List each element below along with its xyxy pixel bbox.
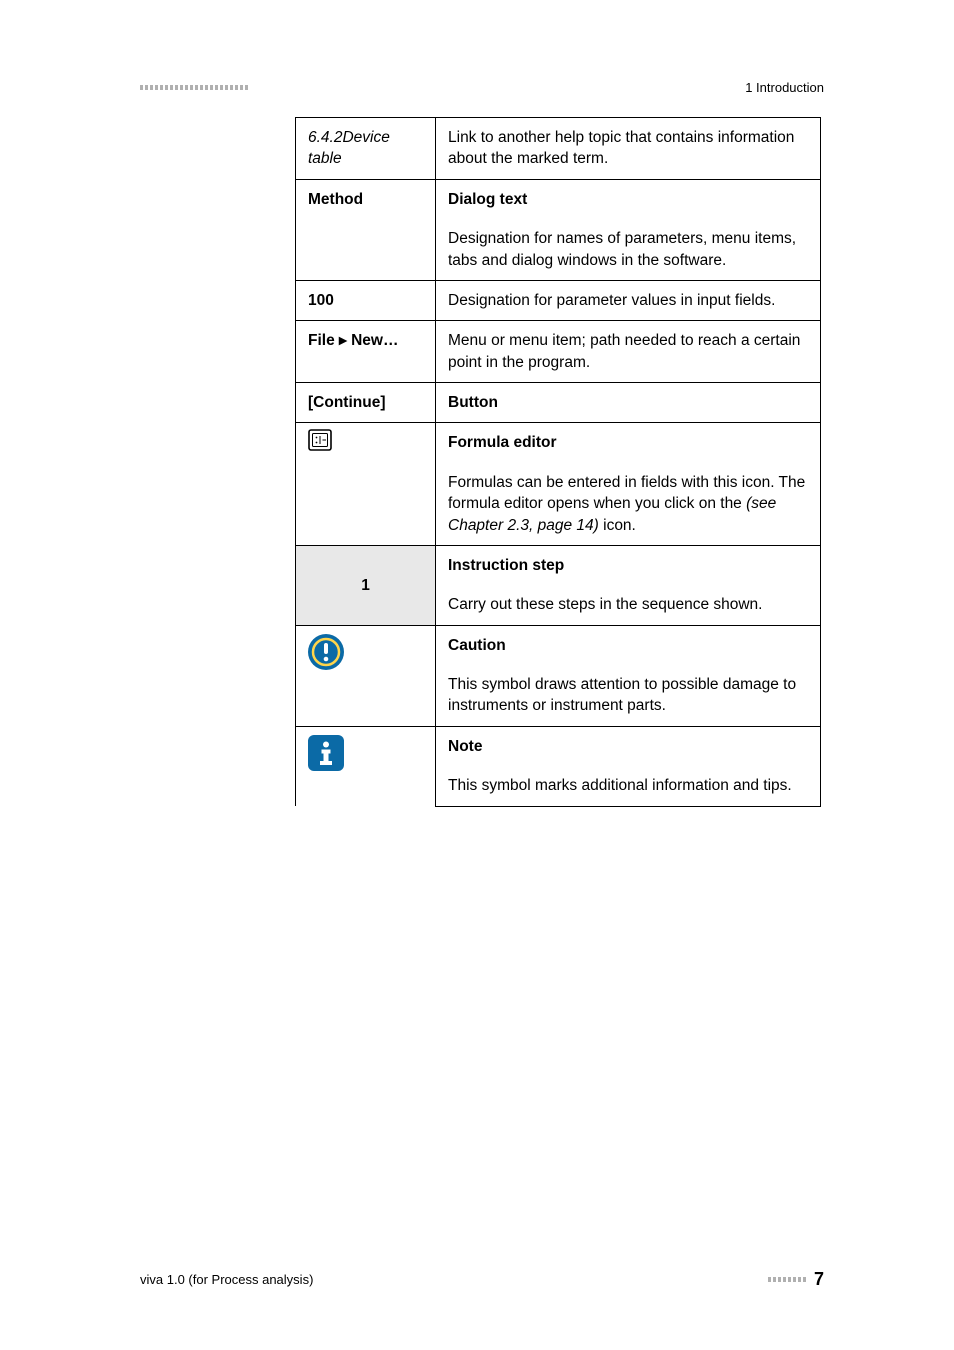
formula-body-post: icon. (599, 517, 636, 534)
cell-right-file-new-desc: Menu or menu item; path needed to reach … (436, 321, 821, 383)
cell-left-note-icon (296, 726, 436, 806)
cell-right-note-title: Note (436, 726, 821, 766)
cell-right-dialog-body: Designation for names of parameters, men… (436, 219, 821, 280)
note-icon (308, 735, 344, 771)
header-section-title: 1 Introduction (745, 80, 824, 95)
caution-icon (308, 634, 344, 670)
cell-left-100: 100 (296, 280, 436, 320)
dash (145, 85, 148, 90)
page-footer: viva 1.0 (for Process analysis) 7 (140, 1269, 824, 1290)
page-header: 1 Introduction (140, 80, 824, 95)
dash (235, 85, 238, 90)
table-row: Method Dialog text (296, 179, 821, 219)
cell-right-caution-title: Caution (436, 625, 821, 665)
cell-left-continue: [Continue] (296, 383, 436, 423)
dash (160, 85, 163, 90)
conventions-table: 6.4.2Device table Link to another help t… (295, 117, 821, 807)
cell-right-formula-title: Formula editor (436, 423, 821, 463)
cell-right-formula-body: Formulas can be entered in fields with t… (436, 463, 821, 546)
conventions-table-wrap: 6.4.2Device table Link to another help t… (295, 117, 824, 807)
dash (195, 85, 198, 90)
table-row: Note (296, 726, 821, 766)
dash (200, 85, 203, 90)
table-row: Caution (296, 625, 821, 665)
header-dashes-left (140, 85, 248, 90)
table-row: 1 Instruction step (296, 545, 821, 585)
dash (150, 85, 153, 90)
dash (245, 85, 248, 90)
dash (185, 85, 188, 90)
dash (155, 85, 158, 90)
table-row: 6.4.2Device table Link to another help t… (296, 118, 821, 180)
dash (230, 85, 233, 90)
cell-left-caution-icon (296, 625, 436, 726)
dash (220, 85, 223, 90)
dash (778, 1277, 781, 1282)
table-row: 100 Designation for parameter values in … (296, 280, 821, 320)
dash (190, 85, 193, 90)
cell-left-method: Method (296, 179, 436, 219)
dash (140, 85, 143, 90)
dash (175, 85, 178, 90)
dash (793, 1277, 796, 1282)
dash (773, 1277, 776, 1282)
dash (783, 1277, 786, 1282)
footer-right: 7 (768, 1269, 824, 1290)
dash (210, 85, 213, 90)
dash (180, 85, 183, 90)
cell-left-method-empty (296, 219, 436, 280)
dash (788, 1277, 791, 1282)
dash (803, 1277, 806, 1282)
cell-right-link-desc: Link to another help topic that contains… (436, 118, 821, 180)
dash (170, 85, 173, 90)
table-row: Designation for names of parameters, men… (296, 219, 821, 280)
footer-dashes (768, 1277, 806, 1282)
dash (798, 1277, 801, 1282)
cell-right-100-desc: Designation for parameter values in inpu… (436, 280, 821, 320)
cell-right-dialog-title: Dialog text (436, 179, 821, 219)
cell-left-instruction-num: 1 (296, 545, 436, 625)
dash (768, 1277, 771, 1282)
cell-left-formula-icon (296, 423, 436, 546)
cell-right-instruction-title: Instruction step (436, 545, 821, 585)
cell-left-file-new: File ▸ New… (296, 321, 436, 383)
footer-product-name: viva 1.0 (for Process analysis) (140, 1272, 313, 1287)
dash (240, 85, 243, 90)
cell-right-button: Button (436, 383, 821, 423)
table-row: Formula editor (296, 423, 821, 463)
table-row: File ▸ New… Menu or menu item; path need… (296, 321, 821, 383)
cell-right-instruction-body: Carry out these steps in the sequence sh… (436, 585, 821, 625)
cell-left-link-ref: 6.4.2Device table (296, 118, 436, 180)
formula-editor-icon (308, 429, 332, 451)
cell-right-caution-body: This symbol draws attention to possible … (436, 665, 821, 726)
dash (205, 85, 208, 90)
table-row: [Continue] Button (296, 383, 821, 423)
page-number: 7 (814, 1269, 824, 1290)
cell-right-note-body: This symbol marks additional information… (436, 766, 821, 806)
dash (165, 85, 168, 90)
dash (225, 85, 228, 90)
dash (215, 85, 218, 90)
